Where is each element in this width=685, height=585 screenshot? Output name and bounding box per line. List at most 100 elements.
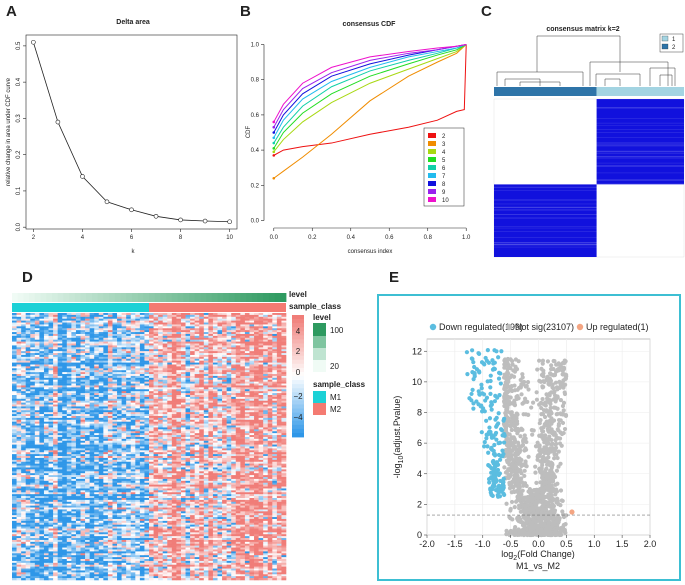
panel-d-cell <box>16 427 22 430</box>
panel-d-cell <box>112 442 118 445</box>
panel-d-cell <box>199 313 205 316</box>
panel-d-cell <box>25 364 31 367</box>
panel-d-cell <box>43 395 49 398</box>
panel-d-cell <box>149 427 154 430</box>
panel-d-cell <box>130 406 136 409</box>
panel-d-cell <box>272 440 278 443</box>
panel-d-cell <box>199 393 205 396</box>
panel-d-cell <box>94 431 100 434</box>
panel-d-cell <box>203 415 209 419</box>
panel-d-cell <box>16 366 22 369</box>
panel-d-cell <box>240 322 246 325</box>
panel-d-cell <box>98 324 104 327</box>
panel-d-cell <box>267 322 273 325</box>
panel-d-cell <box>231 370 237 373</box>
panel-d-cell <box>112 389 118 392</box>
panel-d-cell <box>263 436 269 440</box>
panel-d-cell <box>34 385 40 388</box>
panel-d-cell <box>130 433 136 436</box>
panel-d-cell <box>107 322 113 325</box>
panel-d-cell <box>226 457 232 461</box>
panel-d-cell <box>199 414 205 417</box>
panel-d-cell <box>107 446 113 449</box>
panel-d-cell <box>226 347 232 350</box>
panel-d-cell <box>180 442 186 445</box>
panel-d-cell <box>117 398 122 402</box>
panel-d-cell <box>212 419 218 423</box>
panel-d-cell <box>130 389 136 392</box>
panel-d-cell <box>171 457 177 461</box>
panel-d-cell <box>190 345 195 348</box>
panel-d-cell <box>153 341 159 344</box>
panel-d-cell <box>43 429 49 432</box>
panel-d-cell <box>226 433 232 436</box>
panel-d-cell <box>281 332 287 335</box>
panel-d-cell <box>121 414 127 417</box>
panel-d-cell <box>107 427 113 430</box>
panel-d-cell <box>121 442 127 445</box>
panel-d-cell <box>135 341 141 344</box>
panel-d-cell <box>171 326 177 329</box>
panel-d-cell <box>130 364 136 367</box>
panel-d-cell <box>222 381 227 384</box>
panel-d-cell <box>75 393 81 396</box>
panel-d-cell <box>185 438 191 442</box>
panel-d-cell <box>185 381 191 384</box>
panel-d-cell <box>126 456 132 459</box>
panel-d-cell <box>158 360 163 363</box>
panel-d-cell <box>53 395 58 398</box>
panel-d-cell <box>254 419 259 423</box>
panel-d-cell <box>75 379 81 382</box>
panel-d-cell <box>98 400 104 403</box>
panel-d-cell <box>112 450 118 453</box>
panel-d-cell <box>130 375 136 379</box>
panel-d-cell <box>112 313 118 316</box>
panel-d-cell <box>39 419 45 423</box>
panel-d-cell <box>21 414 26 417</box>
panel-d-cell <box>208 431 214 434</box>
panel-d-cell <box>254 435 259 438</box>
panel-d-cell <box>12 322 17 325</box>
panel-d-cell <box>153 450 159 453</box>
panel-d-cell <box>121 328 127 331</box>
panel-d-cell <box>162 353 168 356</box>
panel-d-cell <box>75 358 81 361</box>
panel-d-cell <box>203 374 209 377</box>
panel-d-cell <box>94 356 100 360</box>
panel-d-cell <box>98 425 104 428</box>
panel-d-cell <box>281 406 287 409</box>
panel-d-cell <box>25 440 31 443</box>
panel-d-cell <box>208 326 214 329</box>
panel-d-cell <box>43 335 49 339</box>
panel-d-cell <box>267 353 273 356</box>
panel-d-cell <box>107 347 113 350</box>
panel-d-cell <box>89 337 95 340</box>
panel-d-cell <box>66 351 72 354</box>
panel-d-cell <box>212 313 218 316</box>
panel-d-cell <box>258 324 264 327</box>
panel-d-cell <box>149 374 154 377</box>
panel-d-cell <box>62 431 68 434</box>
panel-d-cell <box>185 358 191 361</box>
panel-d-cell <box>171 368 177 371</box>
panel-d-cell <box>158 395 163 398</box>
panel-d-cell <box>171 431 177 434</box>
panel-d-cell <box>30 316 36 320</box>
panel-d-cell <box>231 436 237 440</box>
panel-d-cell <box>130 372 136 375</box>
panel-d-cell <box>222 356 227 360</box>
panel-d-cell <box>57 330 63 333</box>
panel-d-cell <box>144 456 150 459</box>
panel-d-cell <box>203 339 209 342</box>
panel-d-cell <box>222 318 227 321</box>
panel-d-cell <box>190 326 195 329</box>
panel-d-cell <box>71 330 77 333</box>
panel-d-cell <box>153 415 159 419</box>
panel-d-cell <box>80 452 86 455</box>
panel-d-cell <box>144 358 150 361</box>
panel-d-cell <box>53 452 58 455</box>
panel-d-cell <box>244 320 250 323</box>
panel-d-cell <box>25 360 31 363</box>
panel-d-cell <box>98 440 104 443</box>
panel-d-cell <box>212 400 218 403</box>
